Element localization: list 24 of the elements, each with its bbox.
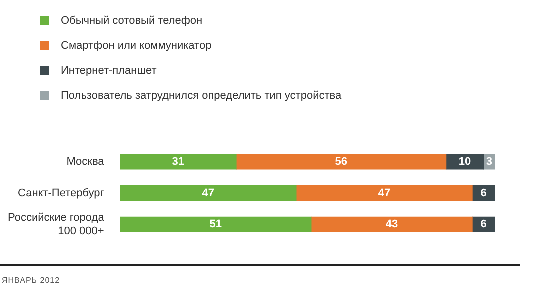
text: ЯНВАРЬ 2012 bbox=[2, 276, 60, 285]
legend-label: Пользователь затруднился определить тип устройства bbox=[61, 90, 342, 102]
bar bbox=[296, 185, 473, 202]
data-label: 47 bbox=[378, 187, 391, 200]
legend-label: Смартфон или коммуникатор bbox=[61, 40, 212, 52]
legend-label: Обычный сотовый телефон bbox=[61, 14, 203, 26]
bar bbox=[236, 154, 447, 170]
data-label: 10 bbox=[458, 156, 472, 168]
data-label: 43 bbox=[386, 218, 398, 231]
data-label: 56 bbox=[335, 156, 348, 168]
y-tick-label: Москва bbox=[66, 156, 106, 168]
data-label: 51 bbox=[210, 218, 222, 231]
data-label: 3 bbox=[486, 156, 492, 168]
data-label: 6 bbox=[480, 187, 487, 200]
data-label: 6 bbox=[480, 218, 487, 231]
data-label: 47 bbox=[202, 187, 214, 200]
bar bbox=[120, 154, 237, 170]
data-label: 31 bbox=[172, 156, 185, 168]
y-tick-label: Российские города 100 000+ bbox=[8, 212, 106, 238]
legend-label: Интернет-планшет bbox=[61, 64, 157, 76]
y-tick-label: Санкт-Петербург bbox=[18, 187, 104, 200]
bar bbox=[311, 216, 473, 233]
bar bbox=[120, 185, 297, 202]
bar bbox=[120, 216, 312, 233]
